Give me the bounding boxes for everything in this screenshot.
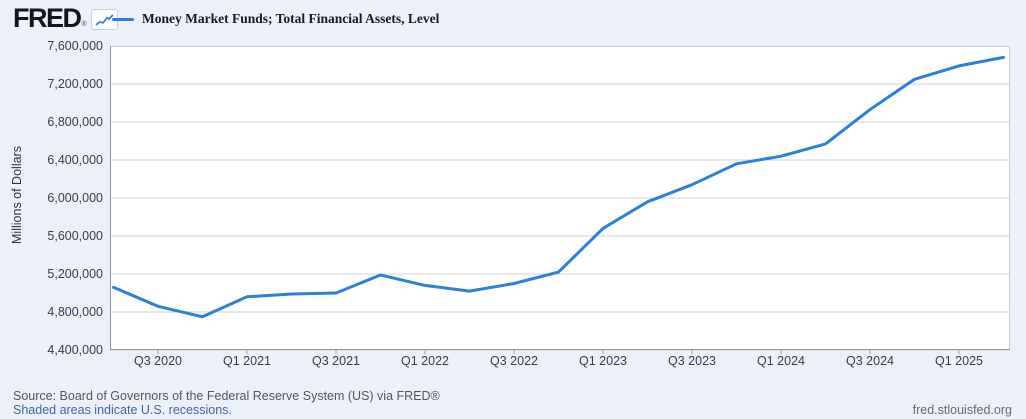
recessions-link[interactable]: Shaded areas indicate U.S. recessions.	[13, 403, 232, 417]
fred-url-link[interactable]: fred.stlouisfed.org	[912, 403, 1012, 417]
y-tick-label: 7,200,000	[47, 77, 103, 91]
x-tick-label: Q1 2022	[401, 354, 449, 368]
y-tick-label: 5,600,000	[47, 229, 103, 243]
y-tick-label: 6,000,000	[47, 191, 103, 205]
fred-logo[interactable]: FRED ®	[13, 4, 118, 32]
legend: Money Market Funds; Total Financial Asse…	[112, 11, 439, 27]
y-tick-label: 6,800,000	[47, 115, 103, 129]
x-tick-label: Q1 2023	[579, 354, 627, 368]
fred-logo-text: FRED	[13, 3, 82, 33]
legend-line-swatch	[112, 17, 134, 21]
series-title[interactable]: Money Market Funds; Total Financial Asse…	[142, 11, 440, 26]
y-tick-label: 6,400,000	[47, 153, 103, 167]
chart-canvas[interactable]	[110, 46, 1010, 356]
x-tick-label: Q1 2024	[757, 354, 805, 368]
x-tick-label: Q3 2022	[490, 354, 538, 368]
x-tick-label: Q1 2021	[223, 354, 271, 368]
x-tick-label: Q3 2024	[846, 354, 894, 368]
x-tick-label: Q3 2020	[134, 354, 182, 368]
y-tick-label: 5,200,000	[47, 267, 103, 281]
y-tick-label: 4,800,000	[47, 305, 103, 319]
data-line[interactable]	[112, 55, 1005, 319]
x-tick-label: Q1 2025	[935, 354, 983, 368]
y-tick-label: 7,600,000	[47, 39, 103, 53]
x-tick-label: Q3 2021	[312, 354, 360, 368]
source-text: Source: Board of Governors of the Federa…	[13, 389, 440, 403]
x-tick-label: Q3 2023	[668, 354, 716, 368]
y-tick-label: 4,400,000	[47, 343, 103, 357]
registered-mark: ®	[81, 21, 87, 28]
